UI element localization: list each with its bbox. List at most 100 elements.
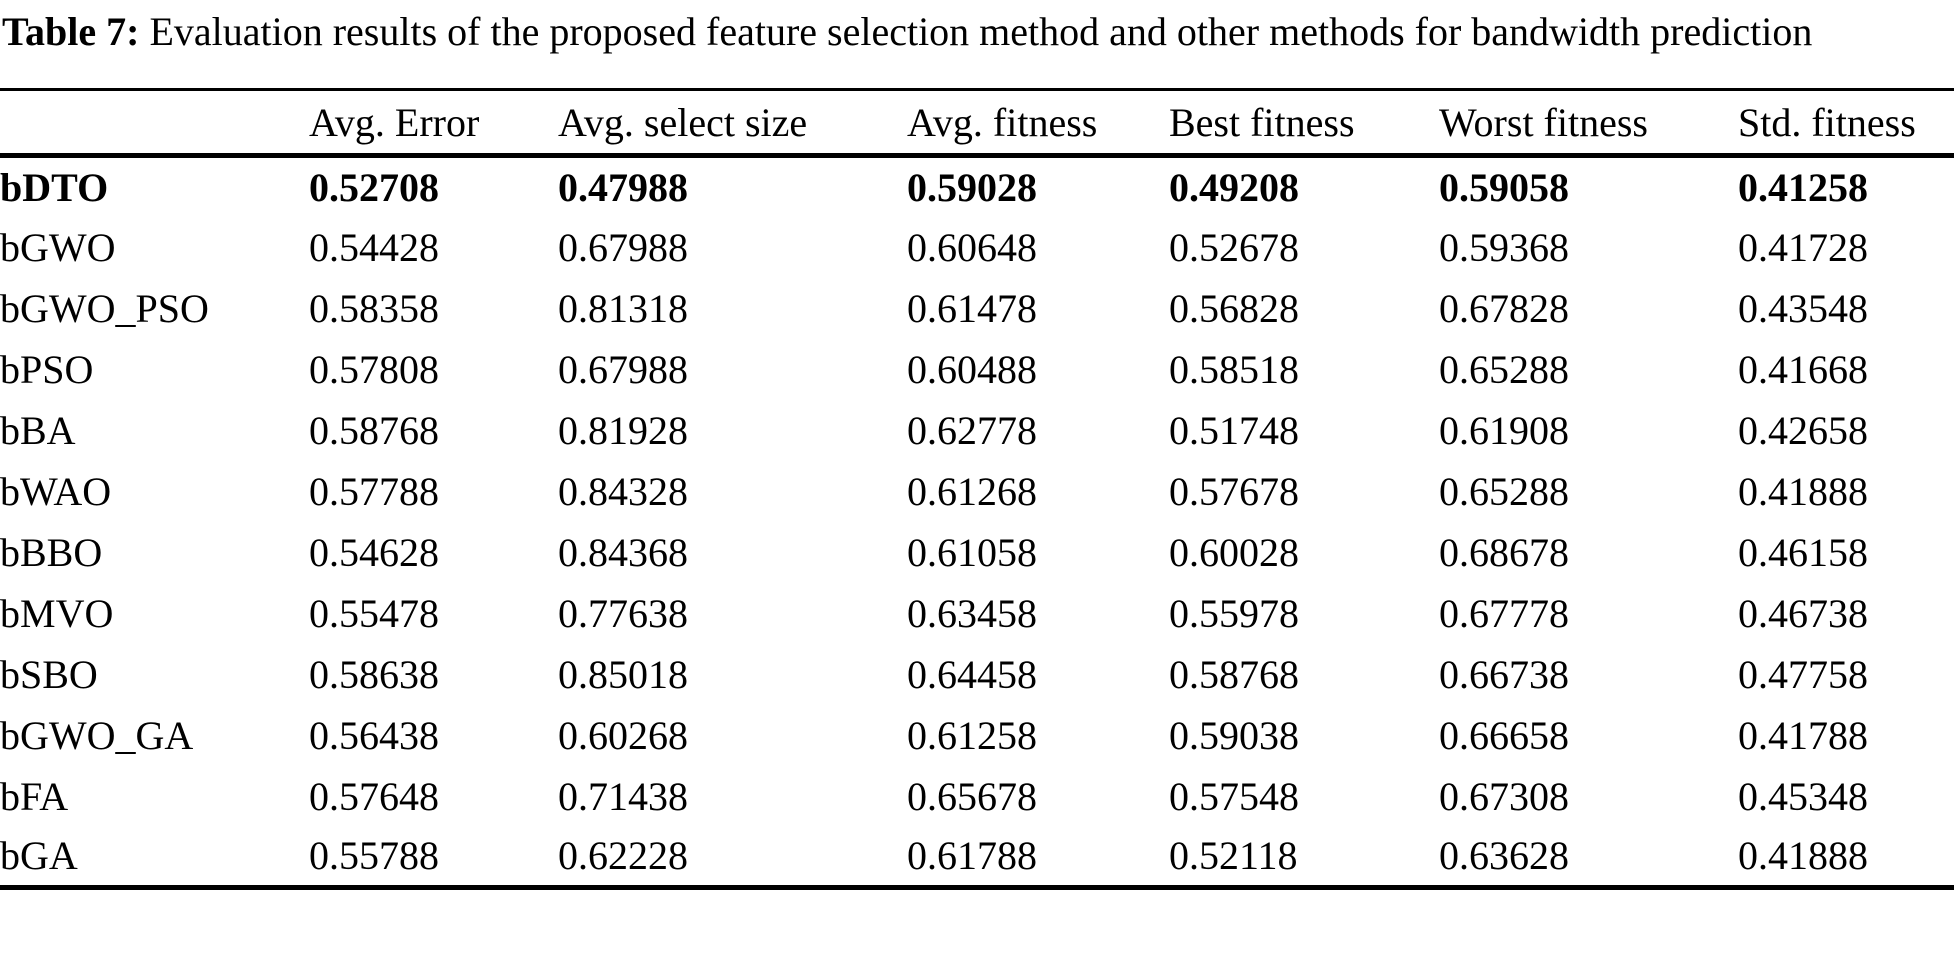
- table-cell: 0.58358: [309, 285, 439, 331]
- table-cell: 0.64458: [907, 651, 1037, 697]
- table-cell: 0.63458: [907, 590, 1037, 636]
- table-row: bGWO 0.54428 0.67988 0.60648 0.52678 0.59368 0…: [0, 217, 1954, 278]
- table-cell: 0.61908: [1439, 407, 1569, 453]
- table-cell: 0.58768: [1169, 651, 1299, 697]
- table-cell: 0.59028: [907, 164, 1037, 210]
- table-cell: 0.60648: [907, 224, 1037, 270]
- table-cell: 0.46738: [1738, 590, 1868, 636]
- table-cell: 0.57648: [309, 773, 439, 819]
- table-cell: 0.52708: [309, 164, 439, 210]
- method-column-header: [0, 90, 309, 156]
- table-cell: 0.65288: [1439, 346, 1569, 392]
- table-cell: 0.62778: [907, 407, 1037, 453]
- table-cell: 0.67988: [558, 224, 688, 270]
- table-cell: 0.59368: [1439, 224, 1569, 270]
- table-row: bSBO 0.58638 0.85018 0.64458 0.58768 0.66738 0…: [0, 644, 1954, 705]
- table-cell: 0.61058: [907, 529, 1037, 575]
- table-cell: 0.81928: [558, 407, 688, 453]
- table-cell: 0.58638: [309, 651, 439, 697]
- table-cell: 0.43548: [1738, 285, 1868, 331]
- table-row: bGA 0.55788 0.62228 0.61788 0.52118 0.63628 0.…: [0, 827, 1954, 888]
- table-cell: 0.66738: [1439, 651, 1569, 697]
- table-row: bWAO 0.57788 0.84328 0.61268 0.57678 0.65288 0…: [0, 461, 1954, 522]
- table-cell: 0.85018: [558, 651, 688, 697]
- method-name-cell: bSBO: [0, 651, 98, 697]
- table-cell: 0.84328: [558, 468, 688, 514]
- method-name-cell: bPSO: [0, 346, 94, 392]
- table-row: bGWO_PSO 0.58358 0.81318 0.61478 0.56828 0.67…: [0, 278, 1954, 339]
- table-cell: 0.77638: [558, 590, 688, 636]
- table-cell: 0.47988: [558, 164, 688, 210]
- table-row: bBBO 0.54628 0.84368 0.61058 0.60028 0.68678 0…: [0, 522, 1954, 583]
- table-row: bMVO 0.55478 0.77638 0.63458 0.55978 0.67778 0…: [0, 583, 1954, 644]
- table-cell: 0.57788: [309, 468, 439, 514]
- table-header: Avg. Error Avg. select size Avg. fitness Be…: [0, 90, 1954, 156]
- table-cell: 0.65678: [907, 773, 1037, 819]
- method-name-cell: bGWO_GA: [0, 712, 194, 758]
- table-cell: 0.59058: [1439, 164, 1569, 210]
- table-cell: 0.54428: [309, 224, 439, 270]
- table-cell: 0.41888: [1738, 468, 1868, 514]
- method-name-cell: bDTO: [0, 164, 109, 210]
- table-cell: 0.56438: [309, 712, 439, 758]
- table-cell: 0.62228: [558, 833, 688, 879]
- table-row: bPSO 0.57808 0.67988 0.60488 0.58518 0.65288 0…: [0, 339, 1954, 400]
- table-cell: 0.61258: [907, 712, 1037, 758]
- table-cell: 0.67988: [558, 346, 688, 392]
- column-header: Worst fitness: [1439, 99, 1648, 145]
- table-cell: 0.71438: [558, 773, 688, 819]
- method-name-cell: bWAO: [0, 468, 112, 514]
- table-cell: 0.61478: [907, 285, 1037, 331]
- method-name-cell: bFA: [0, 773, 69, 819]
- table-cell: 0.52678: [1169, 224, 1299, 270]
- table-cell: 0.52118: [1169, 833, 1298, 879]
- table-cell: 0.41258: [1738, 164, 1868, 210]
- method-name-cell: bBBO: [0, 529, 103, 575]
- column-header: Std. fitness: [1738, 99, 1916, 145]
- column-header: Avg. Error: [309, 99, 480, 145]
- method-name-cell: bGWO_PSO: [0, 285, 209, 331]
- method-name-cell: bGWO: [0, 224, 116, 270]
- table-cell: 0.60028: [1169, 529, 1299, 575]
- table-cell: 0.67308: [1439, 773, 1569, 819]
- table-cell: 0.58518: [1169, 346, 1299, 392]
- table-cell: 0.56828: [1169, 285, 1299, 331]
- table-cell: 0.41728: [1738, 224, 1868, 270]
- table-row: bDTO 0.52708 0.47988 0.59028 0.49208 0.59058 0…: [0, 156, 1954, 217]
- column-header: Best fitness: [1169, 99, 1355, 145]
- table-cell: 0.49208: [1169, 164, 1299, 210]
- table-row: bGWO_GA 0.56438 0.60268 0.61258 0.59038 0.666…: [0, 705, 1954, 766]
- column-header: Avg. fitness: [907, 99, 1098, 145]
- table-cell: 0.55478: [309, 590, 439, 636]
- table-cell: 0.54628: [309, 529, 439, 575]
- method-name-cell: bMVO: [0, 590, 114, 636]
- table-caption-label: Table 7:: [2, 9, 140, 54]
- table-cell: 0.57548: [1169, 773, 1299, 819]
- table-cell: 0.51748: [1169, 407, 1299, 453]
- table-cell: 0.60268: [558, 712, 688, 758]
- table-cell: 0.57678: [1169, 468, 1299, 514]
- table-cell: 0.55978: [1169, 590, 1299, 636]
- column-header: Avg. select size: [558, 99, 808, 145]
- table-cell: 0.67828: [1439, 285, 1569, 331]
- table-row: bBA 0.58768 0.81928 0.62778 0.51748 0.61908 0.…: [0, 400, 1954, 461]
- method-name-cell: bBA: [0, 407, 76, 453]
- table-cell: 0.47758: [1738, 651, 1868, 697]
- table-cell: 0.68678: [1439, 529, 1569, 575]
- table-cell: 0.61788: [907, 833, 1037, 879]
- table-cell: 0.46158: [1738, 529, 1868, 575]
- table-cell: 0.55788: [309, 833, 439, 879]
- table-cell: 0.81318: [558, 285, 688, 331]
- header-row: Avg. Error Avg. select size Avg. fitness Be…: [0, 90, 1954, 156]
- table-cell: 0.41668: [1738, 346, 1868, 392]
- table-cell: 0.59038: [1169, 712, 1299, 758]
- table-cell: 0.65288: [1439, 468, 1569, 514]
- table-caption-text: Evaluation results of the proposed featu…: [139, 9, 1813, 54]
- table-cell: 0.58768: [309, 407, 439, 453]
- table-cell: 0.84368: [558, 529, 688, 575]
- table-cell: 0.41788: [1738, 712, 1868, 758]
- table-cell: 0.42658: [1738, 407, 1868, 453]
- table-cell: 0.45348: [1738, 773, 1868, 819]
- table-cell: 0.57808: [309, 346, 439, 392]
